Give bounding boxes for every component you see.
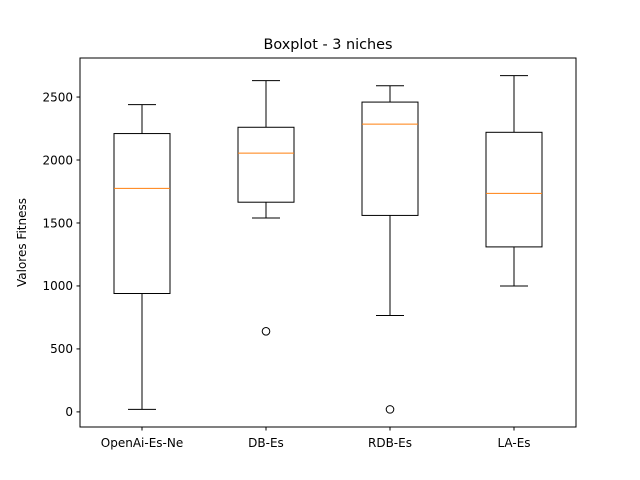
y-tick-label: 2500 (42, 90, 73, 104)
outlier-point (385, 405, 395, 414)
y-tick-label: 2000 (42, 153, 73, 167)
x-axis: OpenAi-Es-Ne DB-Es RDB-Es LA-Es (101, 427, 531, 450)
x-tick-label: RDB-Es (368, 436, 412, 450)
y-tick-label: 1500 (42, 216, 73, 230)
box-group (113, 104, 171, 410)
plot-area (113, 75, 543, 414)
x-tick-label: DB-Es (248, 436, 284, 450)
chart-title: Boxplot - 3 niches (264, 37, 393, 53)
box-iqr (485, 131, 543, 248)
y-axis: 0 500 1000 1500 2000 2500 (42, 90, 80, 419)
y-axis-label: Valores Fitness (15, 198, 29, 287)
y-tick-label: 1000 (42, 279, 73, 293)
x-tick-label: OpenAi-Es-Ne (101, 436, 183, 450)
box-group (361, 85, 419, 414)
box-iqr (237, 126, 295, 203)
box-group (237, 80, 295, 336)
y-tick-label: 0 (65, 405, 73, 419)
box-group (485, 75, 543, 287)
box-iqr (361, 101, 419, 216)
plot-frame (79, 57, 577, 428)
y-tick-label: 500 (50, 342, 73, 356)
x-tick-label: LA-Es (497, 436, 530, 450)
box-iqr (113, 133, 171, 295)
outlier-point (261, 326, 271, 336)
